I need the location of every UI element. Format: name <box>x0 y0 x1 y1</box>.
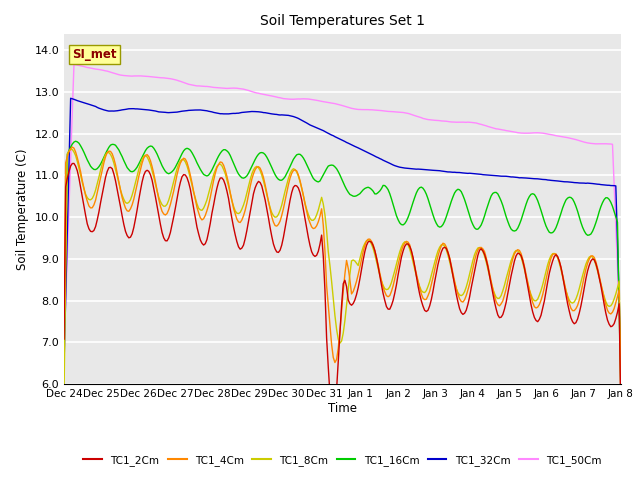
TC1_16Cm <box>185 146 193 152</box>
TC1_8Cm <box>60 393 68 399</box>
TC1_50Cm <box>228 85 236 91</box>
Title: Soil Temperatures Set 1: Soil Temperatures Set 1 <box>260 14 425 28</box>
TC1_2Cm <box>376 273 383 278</box>
TC1_32Cm <box>60 363 68 369</box>
TC1_16Cm <box>72 138 79 144</box>
TC1_2Cm <box>60 336 68 342</box>
Text: SI_met: SI_met <box>72 48 117 61</box>
TC1_16Cm <box>517 217 525 223</box>
Line: TC1_4Cm: TC1_4Cm <box>64 147 621 403</box>
TC1_50Cm <box>185 82 193 87</box>
Line: TC1_8Cm: TC1_8Cm <box>64 149 621 396</box>
Line: TC1_32Cm: TC1_32Cm <box>64 98 621 366</box>
TC1_8Cm <box>228 198 236 204</box>
TC1_32Cm <box>185 108 193 113</box>
TC1_2Cm <box>330 414 337 420</box>
TC1_2Cm <box>67 163 74 169</box>
TC1_2Cm <box>617 408 625 414</box>
TC1_8Cm <box>517 254 525 260</box>
TC1_32Cm <box>617 351 625 357</box>
TC1_50Cm <box>70 62 78 68</box>
TC1_50Cm <box>524 130 532 136</box>
TC1_4Cm <box>68 144 76 150</box>
TC1_4Cm <box>60 320 68 325</box>
TC1_16Cm <box>617 387 625 393</box>
TC1_8Cm <box>68 147 76 153</box>
TC1_16Cm <box>524 197 532 203</box>
TC1_8Cm <box>185 168 193 174</box>
TC1_16Cm <box>374 190 382 195</box>
TC1_8Cm <box>374 265 382 271</box>
TC1_50Cm <box>67 156 74 162</box>
TC1_32Cm <box>228 110 236 116</box>
TC1_32Cm <box>67 96 74 101</box>
TC1_50Cm <box>60 347 68 352</box>
TC1_32Cm <box>517 175 525 180</box>
Legend: TC1_2Cm, TC1_4Cm, TC1_8Cm, TC1_16Cm, TC1_32Cm, TC1_50Cm: TC1_2Cm, TC1_4Cm, TC1_8Cm, TC1_16Cm, TC1… <box>79 451 605 470</box>
Line: TC1_16Cm: TC1_16Cm <box>64 141 621 390</box>
TC1_50Cm <box>617 346 625 352</box>
Y-axis label: Soil Temperature (C): Soil Temperature (C) <box>16 148 29 270</box>
TC1_4Cm <box>374 262 382 268</box>
TC1_50Cm <box>374 108 382 113</box>
TC1_50Cm <box>517 130 525 136</box>
TC1_4Cm <box>67 146 74 152</box>
TC1_16Cm <box>228 156 236 162</box>
TC1_8Cm <box>524 281 532 287</box>
TC1_4Cm <box>524 279 532 285</box>
TC1_32Cm <box>524 175 532 181</box>
TC1_2Cm <box>70 160 78 166</box>
X-axis label: Time: Time <box>328 402 357 415</box>
TC1_16Cm <box>60 346 68 351</box>
TC1_8Cm <box>617 364 625 370</box>
TC1_32Cm <box>374 155 382 160</box>
TC1_4Cm <box>228 198 236 204</box>
Line: TC1_2Cm: TC1_2Cm <box>64 163 621 417</box>
TC1_2Cm <box>228 216 236 221</box>
TC1_2Cm <box>525 293 533 299</box>
TC1_4Cm <box>617 400 625 406</box>
TC1_4Cm <box>517 251 525 256</box>
TC1_4Cm <box>185 165 193 171</box>
TC1_32Cm <box>68 96 76 102</box>
TC1_2Cm <box>519 258 527 264</box>
TC1_2Cm <box>185 180 193 185</box>
Line: TC1_50Cm: TC1_50Cm <box>64 65 621 349</box>
TC1_16Cm <box>67 144 74 150</box>
TC1_8Cm <box>67 146 74 152</box>
